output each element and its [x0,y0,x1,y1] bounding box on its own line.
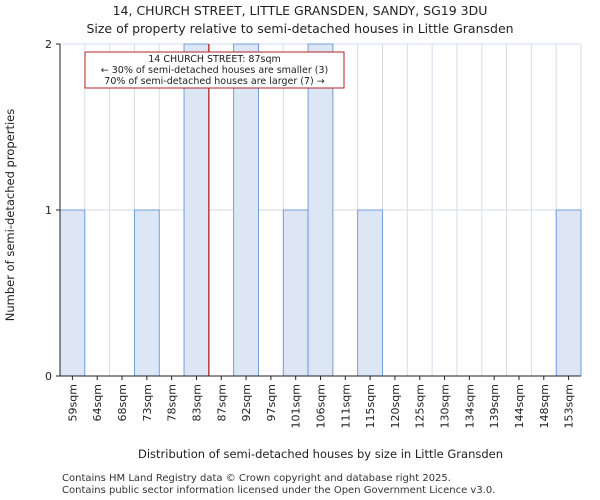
x-tick-label-134sqm: 134sqm [463,384,476,428]
bar-chart: 14 CHURCH STREET: 87sqm ← 30% of semi-de… [3,38,582,461]
x-tick-label-148sqm: 148sqm [538,384,551,428]
x-tick-label-97sqm: 97sqm [265,384,278,421]
bar-83sqm [183,43,210,377]
y-tick-label: 1 [45,204,52,217]
chart-title-line1: 14, CHURCH STREET, LITTLE GRANSDEN, SAND… [112,3,488,18]
bar-59sqm [59,209,86,377]
x-tick-label-59sqm: 59sqm [66,384,79,421]
bar-73sqm [134,209,160,377]
bars-layer [59,43,582,377]
x-tick-label-73sqm: 73sqm [141,384,154,421]
x-tick-label-120sqm: 120sqm [389,384,402,428]
bar-92sqm [233,43,259,377]
x-tick-label-83sqm: 83sqm [190,384,203,421]
annotation-line3: 70% of semi-detached houses are larger (… [104,76,324,87]
x-tick-label-101sqm: 101sqm [290,384,303,428]
y-tick-label: 0 [45,370,52,383]
x-tick-label-144sqm: 144sqm [513,384,526,428]
bar-115sqm [357,209,383,377]
annotation-line2: ← 30% of semi-detached houses are smalle… [101,65,329,76]
x-tick-label-111sqm: 111sqm [339,384,352,428]
bar-106sqm [307,43,334,377]
x-tick-label-92sqm: 92sqm [240,384,253,421]
x-tick-label-78sqm: 78sqm [166,384,179,421]
x-tick-label-87sqm: 87sqm [215,384,228,421]
y-tick-labels: 0 1 2 [45,38,60,383]
bar-101sqm [282,209,309,377]
x-tick-label-125sqm: 125sqm [414,384,427,428]
x-tick-label-153sqm: 153sqm [563,384,576,428]
x-tick-labels: 59sqm 64sqm 68sqm 73sqm 78sqm 83sqm 87sqm 92sqm… [66,376,576,428]
annotation-box: 14 CHURCH STREET: 87sqm ← 30% of semi-de… [84,51,345,89]
annotation-rect [84,51,345,89]
y-tick-label: 2 [45,38,52,51]
x-axis-label: Distribution of semi-detached houses by … [138,447,503,461]
annotation-line1: 14 CHURCH STREET: 87sqm [148,54,281,65]
footer-licence: Contains public sector information licen… [62,485,496,496]
x-tick-label-139sqm: 139sqm [488,384,501,428]
x-tick-label-106sqm: 106sqm [315,384,328,428]
x-tick-label-130sqm: 130sqm [439,384,452,428]
x-tick-label-115sqm: 115sqm [364,384,377,428]
x-tick-label-68sqm: 68sqm [116,384,129,421]
x-tick-label-64sqm: 64sqm [91,384,104,421]
chart-title-line2: Size of property relative to semi-detach… [86,21,514,36]
footer-copyright: Contains HM Land Registry data © Crown c… [62,473,451,484]
bar-153sqm [555,209,582,377]
y-axis-label: Number of semi-detached properties [3,109,17,321]
